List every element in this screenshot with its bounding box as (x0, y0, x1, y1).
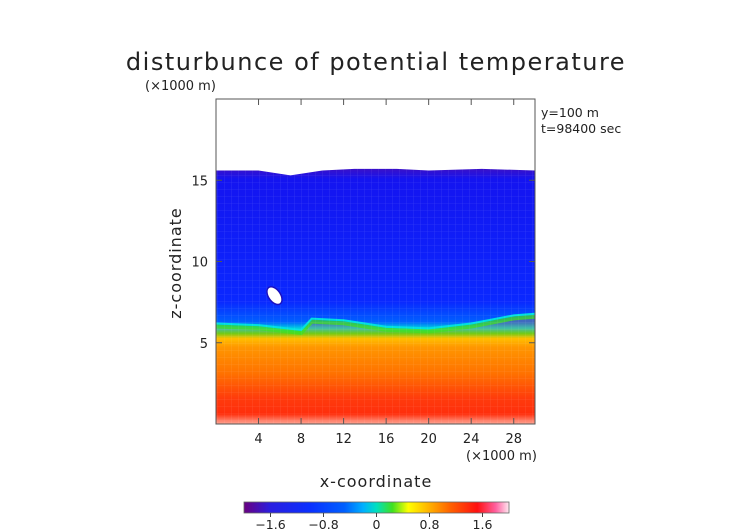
x-unit-label: (×1000 m) (466, 449, 537, 464)
colorbar-ticks: −1.6 −0.8 0 0.8 1.6 (255, 513, 492, 532)
colorbar-tick-label: 0 (373, 517, 381, 532)
x-axis-label: x-coordinate (320, 472, 433, 491)
y-tick-label: 10 (191, 256, 208, 271)
x-tick-label: 24 (463, 432, 480, 447)
x-tick-label: 12 (335, 432, 352, 447)
y-tick-label: 5 (200, 337, 208, 352)
unit-note: (×1000 m) (145, 79, 216, 94)
bubble (266, 285, 283, 306)
x-tick-label: 16 (378, 432, 395, 447)
colorbar-tick-label: −0.8 (308, 517, 338, 532)
x-tick-label: 8 (297, 432, 305, 447)
colorbar-tick-label: 0.8 (420, 517, 440, 532)
grid-texture (216, 168, 535, 424)
chart-title: disturbunce of potential temperature (126, 48, 626, 76)
colorbar (243, 501, 510, 514)
heatmap-field (216, 168, 535, 424)
annotation-t: t=98400 sec (541, 121, 621, 136)
x-tick-label: 20 (420, 432, 437, 447)
x-tick-label: 28 (505, 432, 522, 447)
annotation-y: y=100 m (541, 105, 599, 120)
y-tick-label: 15 (191, 174, 208, 189)
y-axis: 5 10 15 (191, 174, 535, 352)
colorbar-tick-label: −1.6 (255, 517, 285, 532)
x-axis: 4 8 12 16 20 24 28 (254, 99, 522, 447)
colorbar-tick-label: 1.6 (473, 517, 493, 532)
x-tick-label: 4 (254, 432, 262, 447)
y-axis-label: z-coordinate (166, 207, 185, 319)
